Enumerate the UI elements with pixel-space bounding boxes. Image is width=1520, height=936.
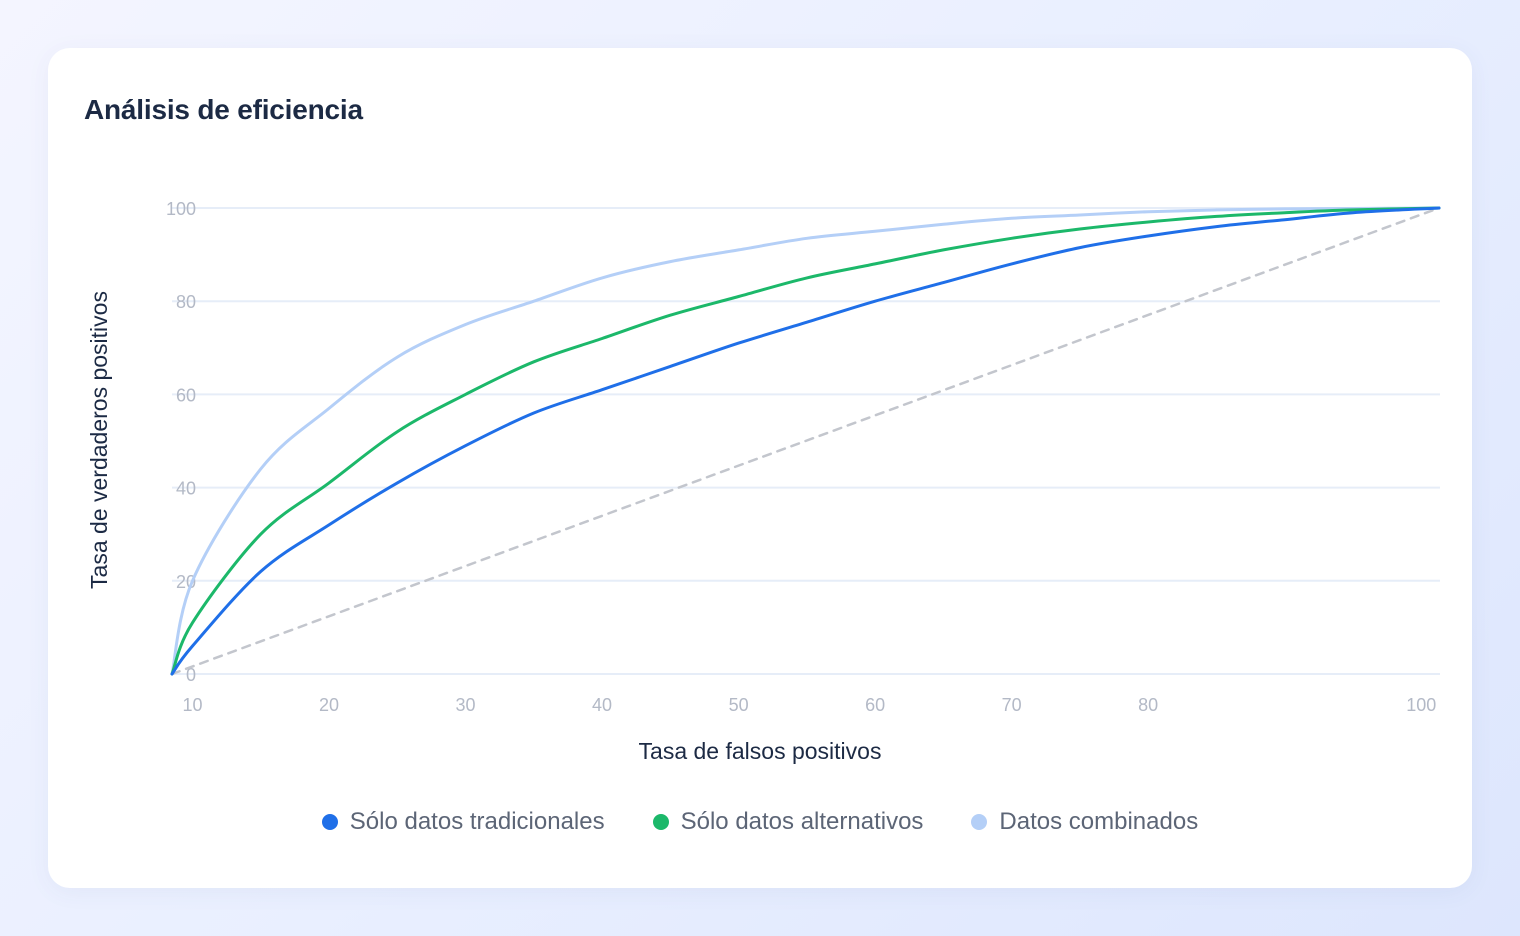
legend-dot-alternative bbox=[652, 814, 669, 830]
x-tick-label-60: 60 bbox=[865, 695, 885, 715]
legend-item-alternative[interactable]: Sólo datos alternativos bbox=[652, 808, 924, 836]
x-tick-label-80: 80 bbox=[1138, 695, 1158, 715]
y-tick-label-40: 40 bbox=[176, 479, 196, 499]
series-line-traditional bbox=[170, 206, 1441, 676]
chart-card: Análisis de eficiencia 0 20 40 60 80 100 10 20… bbox=[48, 48, 1472, 888]
x-tick-label-100: 100 bbox=[1406, 695, 1436, 715]
x-tick-label-40: 40 bbox=[592, 695, 612, 715]
grid-lines bbox=[172, 207, 1440, 675]
legend-dot-combined bbox=[971, 814, 988, 830]
y-axis-label: Tasa de verdaderos positivos bbox=[86, 291, 112, 589]
series-lines bbox=[170, 206, 1441, 676]
chart-title: Análisis de eficiencia bbox=[84, 94, 363, 125]
x-tick-label-30: 30 bbox=[456, 695, 476, 715]
legend-label-alternative: Sólo datos alternativos bbox=[680, 808, 924, 835]
series-line-baseline bbox=[170, 206, 1441, 676]
y-tick-label-80: 80 bbox=[176, 292, 196, 312]
x-axis-label: Tasa de falsos positivos bbox=[639, 738, 882, 764]
y-tick-label-100: 100 bbox=[166, 199, 196, 219]
legend-item-combined[interactable]: Datos combinados bbox=[971, 808, 1198, 836]
legend-label-combined: Datos combinados bbox=[999, 808, 1199, 835]
x-tick-label-20: 20 bbox=[319, 695, 339, 715]
series-line-alternative bbox=[170, 206, 1441, 676]
legend-item-traditional[interactable]: Sólo datos tradicionales bbox=[321, 808, 605, 836]
x-tick-label-70: 70 bbox=[1002, 695, 1022, 715]
x-tick-label-10: 10 bbox=[182, 695, 202, 715]
x-axis-ticks: 10 20 30 40 50 60 70 80 100 bbox=[182, 695, 1436, 715]
chart-legend: Sólo datos tradicionales Sólo datos alte… bbox=[48, 808, 1472, 836]
legend-dot-traditional bbox=[321, 814, 338, 830]
legend-label-traditional: Sólo datos tradicionales bbox=[349, 808, 605, 835]
series-line-combined bbox=[170, 206, 1441, 676]
y-tick-label-60: 60 bbox=[176, 385, 196, 405]
x-tick-label-50: 50 bbox=[729, 695, 749, 715]
y-tick-label-0: 0 bbox=[186, 665, 196, 685]
roc-chart: 0 20 40 60 80 100 10 20 30 40 50 60 70 80 100 Tasa de… bbox=[86, 199, 1441, 764]
